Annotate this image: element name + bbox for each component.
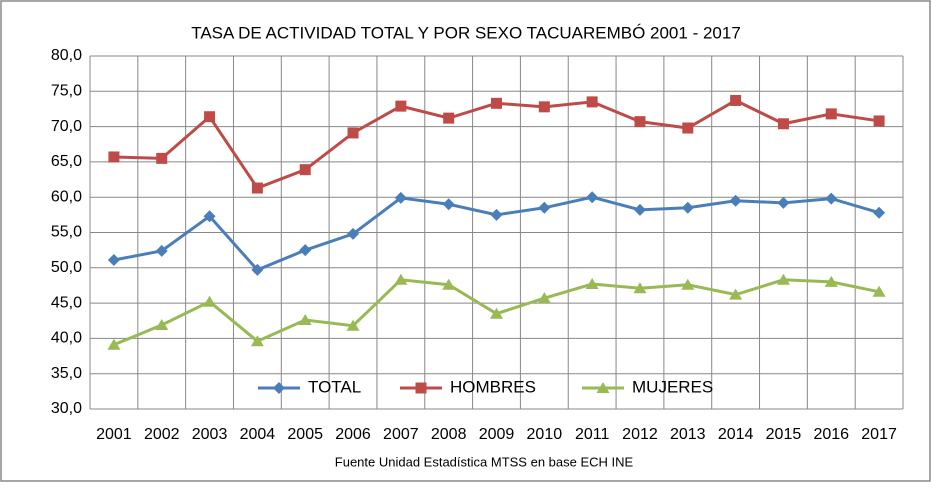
y-tick-label: 60,0	[51, 188, 82, 205]
x-tick-label: 2003	[192, 426, 228, 443]
x-tick-label: 2013	[670, 426, 706, 443]
y-tick-label: 65,0	[51, 153, 82, 170]
legend-label: MUJERES	[632, 377, 713, 396]
y-tick-label: 75,0	[51, 83, 82, 100]
point-marker	[729, 194, 742, 207]
point-marker	[250, 335, 264, 347]
point-marker	[538, 101, 550, 113]
y-tick-label: 55,0	[51, 224, 82, 241]
y-tick-label: 70,0	[51, 118, 82, 135]
point-marker	[346, 319, 360, 331]
point-marker	[347, 227, 360, 240]
legend-label: HOMBRES	[450, 377, 536, 396]
y-tick-label: 80,0	[51, 47, 82, 64]
y-tick-label: 50,0	[51, 259, 82, 276]
legend-marker	[273, 382, 285, 394]
point-marker	[156, 152, 168, 164]
point-marker	[394, 191, 407, 204]
point-marker	[633, 203, 646, 216]
source-note: Fuente Unidad Estadística MTSS en base E…	[335, 454, 634, 469]
point-marker	[155, 244, 168, 257]
x-tick-label: 2012	[622, 426, 658, 443]
x-tick-label: 2015	[766, 426, 802, 443]
point-marker	[108, 151, 120, 163]
point-marker	[347, 127, 359, 139]
point-marker	[873, 206, 886, 219]
point-marker	[777, 196, 790, 209]
point-marker	[491, 97, 502, 109]
point-marker	[586, 191, 599, 204]
point-marker	[394, 273, 408, 285]
point-marker	[682, 122, 694, 134]
x-tick-label: 2010	[527, 426, 563, 443]
point-marker	[634, 116, 646, 128]
point-marker	[107, 254, 120, 267]
point-marker	[442, 198, 455, 211]
point-marker	[681, 278, 695, 290]
x-tick-label: 2001	[96, 426, 132, 443]
x-tick-label: 2016	[813, 426, 849, 443]
x-tick-label: 2011	[575, 426, 610, 443]
point-marker	[681, 201, 694, 214]
y-tick-label: 35,0	[51, 365, 82, 382]
point-marker	[633, 282, 647, 294]
point-marker	[155, 318, 169, 330]
x-tick-label: 2005	[287, 426, 323, 443]
legend-marker	[596, 382, 610, 393]
point-marker	[538, 201, 551, 214]
point-marker	[395, 100, 407, 112]
point-marker	[299, 164, 311, 176]
legend-label: TOTAL	[308, 377, 361, 396]
point-marker	[730, 94, 742, 106]
point-marker	[825, 108, 837, 120]
point-marker	[251, 182, 263, 194]
point-marker	[251, 263, 264, 276]
point-marker	[585, 278, 599, 290]
point-marker	[299, 244, 312, 257]
y-tick-label: 45,0	[51, 294, 82, 311]
x-tick-label: 2007	[383, 426, 419, 443]
y-tick-label: 30,0	[51, 400, 82, 417]
point-marker	[203, 210, 216, 223]
x-tick-label: 2009	[479, 426, 515, 443]
point-marker	[490, 208, 503, 221]
x-tick-label: 2017	[861, 426, 897, 443]
x-tick-label: 2008	[431, 426, 467, 443]
point-marker	[777, 118, 789, 130]
point-marker	[204, 111, 216, 123]
legend-marker	[415, 382, 427, 394]
point-marker	[872, 285, 886, 297]
point-marker	[107, 338, 121, 350]
x-tick-label: 2004	[240, 426, 276, 443]
point-marker	[824, 275, 838, 287]
point-marker	[586, 96, 598, 108]
x-tick-label: 2002	[144, 426, 180, 443]
point-marker	[776, 273, 790, 285]
y-tick-label: 40,0	[51, 330, 82, 347]
point-marker	[537, 292, 551, 304]
point-marker	[298, 314, 312, 326]
point-marker	[873, 115, 885, 127]
point-marker	[825, 192, 838, 205]
x-tick-label: 2006	[335, 426, 371, 443]
point-marker	[203, 295, 217, 307]
point-marker	[490, 307, 503, 319]
point-marker	[443, 112, 455, 124]
chart-title: TASA DE ACTIVIDAD TOTAL Y POR SEXO TACUA…	[191, 23, 741, 42]
x-tick-label: 2014	[718, 426, 754, 443]
point-marker	[729, 288, 743, 300]
point-marker	[442, 278, 456, 290]
